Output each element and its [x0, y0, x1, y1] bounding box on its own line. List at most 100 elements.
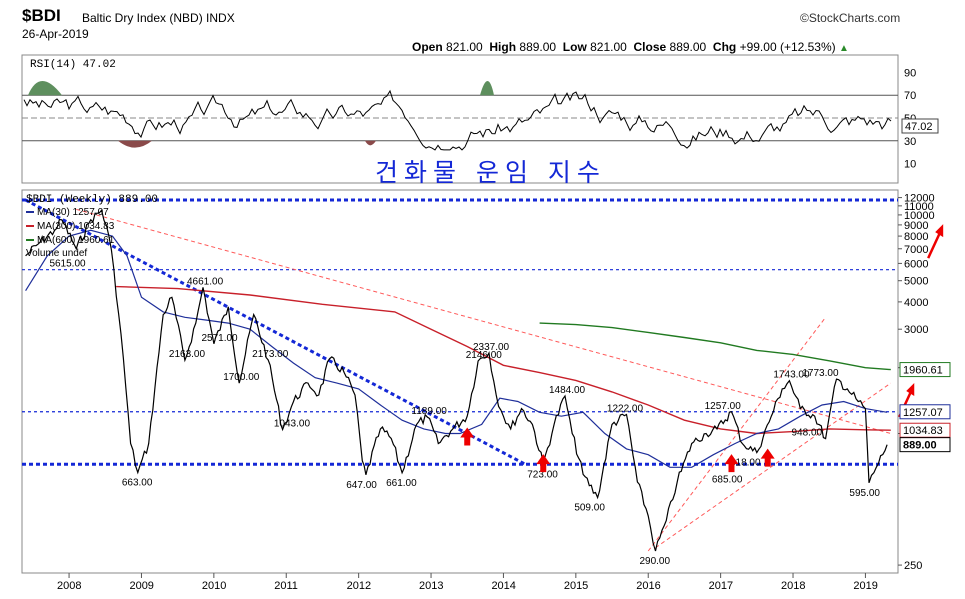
x-tick-label: 2009 [129, 580, 153, 592]
value-annotation: 290.00 [639, 556, 670, 567]
value-annotation: 1189.00 [411, 406, 447, 417]
rsi-overbought-fill [480, 80, 494, 96]
value-annotation: 647.00 [346, 480, 377, 491]
x-tick-label: 2013 [419, 580, 443, 592]
value-annotation: 723.00 [527, 469, 558, 480]
ma300-line [116, 285, 891, 435]
value-annotation: 2571.00 [201, 333, 238, 344]
right-value-label: 1034.83 [903, 425, 943, 437]
source-credit: ©StockCharts.com [800, 11, 901, 25]
close-label: Close [633, 40, 667, 54]
index-full-name: Baltic Dry Index (NBD) [82, 11, 203, 25]
value-annotation: 663.00 [122, 477, 153, 488]
value-annotation: 1257.00 [705, 401, 742, 412]
open-label: Open [412, 40, 443, 54]
red-up-arrow-icon [760, 448, 775, 467]
legend-price: $BDI (Weekly) 889.00 [26, 194, 158, 206]
x-tick-label: 2016 [636, 580, 660, 592]
y-tick-label: 9000 [904, 220, 928, 232]
value-annotation: 2163.00 [169, 349, 206, 360]
korean-title: 건화물 운임 지수 [375, 158, 606, 187]
red-diagonal-arrow-icon [927, 231, 942, 259]
rsi-value-label: 47.02 [905, 121, 933, 133]
chg-label: Chg [712, 40, 737, 54]
rsi-oversold-fill [365, 140, 376, 146]
value-annotation: 1222.00 [607, 403, 644, 414]
rsi-oversold-fill [118, 140, 152, 148]
low-value: 821.00 [590, 40, 627, 54]
low-label: Low [562, 40, 587, 54]
price-line [25, 209, 888, 552]
price-panel: 5615.00 663.00 2163.00 4661.00 2571.00 1700.0… [21, 189, 951, 592]
close-value: 889.00 [669, 40, 707, 54]
x-tick-label: 2014 [491, 580, 515, 592]
rsi-line [23, 89, 892, 151]
x-tick-label: 2019 [853, 580, 877, 592]
legend: $BDI (Weekly) 889.00 MA(30) 1257.07 MA(3… [26, 194, 158, 259]
value-annotation: 1773.00 [802, 368, 839, 379]
value-annotation: 948.00 [792, 428, 823, 439]
value-annotation: 509.00 [574, 503, 605, 514]
value-annotation: 1484.00 [549, 385, 586, 396]
x-tick-label: 2011 [274, 580, 298, 592]
y-tick-label: 8000 [904, 231, 928, 243]
value-annotation: 1700.00 [223, 372, 260, 383]
x-tick-label: 2012 [347, 580, 371, 592]
ma30-line [25, 229, 888, 468]
right-value-box [899, 437, 951, 453]
right-value-box [899, 362, 951, 378]
legend-ma30: MA(30) 1257.07 [37, 207, 109, 218]
x-tick-label: 2010 [202, 580, 226, 592]
right-value-label: 1257.07 [903, 407, 943, 419]
value-annotation: 595.00 [849, 488, 880, 499]
rsi-label: RSI(14) 47.02 [30, 59, 116, 71]
rsi-tick-label: 70 [904, 90, 916, 102]
value-annotation: 2146.00 [466, 350, 503, 361]
trendline [24, 198, 526, 466]
y-tick-label: 250 [904, 560, 922, 572]
value-annotation: 661.00 [386, 478, 417, 489]
legend-ma600: MA(600) 1960.61 [37, 235, 115, 246]
y-tick-label: 12000 [904, 193, 935, 205]
value-annotation: 818.00 [730, 458, 761, 469]
y-tick-label: 5000 [904, 276, 928, 288]
red-arrowhead-icon [906, 382, 915, 396]
open-value: 821.00 [446, 40, 483, 54]
y-tick-label: 11000 [904, 201, 934, 213]
y-tick-label: 3000 [904, 324, 928, 336]
legend-ma300: MA(300) 1034.83 [37, 221, 115, 232]
rsi-overbought-fill [28, 80, 62, 96]
symbol-title: $BDI [22, 6, 61, 25]
ma600-line [539, 322, 891, 371]
y-tick-label: 4000 [904, 297, 928, 309]
value-annotation: 685.00 [712, 474, 743, 485]
red-up-arrow-icon [536, 454, 551, 473]
legend-volume: Volume undef [26, 248, 87, 259]
x-tick-label: 2017 [709, 580, 733, 592]
y-tick-label: 7000 [904, 244, 928, 256]
rsi-value-box [901, 118, 939, 134]
high-label: High [489, 40, 517, 54]
value-annotation: 1043.00 [274, 418, 311, 429]
chg-value: +99.00 (+12.53%) [739, 40, 836, 54]
chart-date: 26-Apr-2019 [22, 27, 89, 41]
y-tick-label: 6000 [904, 258, 928, 270]
red-up-arrow-icon [460, 427, 475, 446]
trendline [655, 382, 892, 549]
high-value: 889.00 [519, 40, 557, 54]
value-annotation: 2173.00 [252, 349, 289, 360]
value-annotation: 5615.00 [49, 259, 86, 270]
price-frame [21, 189, 899, 574]
rsi-tick-label: 90 [904, 67, 916, 79]
x-tick-label: 2008 [57, 580, 81, 592]
rsi-frame [21, 54, 899, 184]
red-up-arrow-icon [724, 454, 739, 473]
right-value-label: 889.00 [903, 440, 937, 452]
right-value-box [899, 404, 951, 420]
x-tick-label: 2018 [781, 580, 805, 592]
value-annotation: 4661.00 [187, 276, 224, 287]
y-tick-label: 10000 [904, 210, 935, 222]
red-arrowhead-icon [935, 224, 944, 238]
ohlc-summary: Open 821.00 High 889.00 Low 821.00 Close… [412, 40, 849, 54]
